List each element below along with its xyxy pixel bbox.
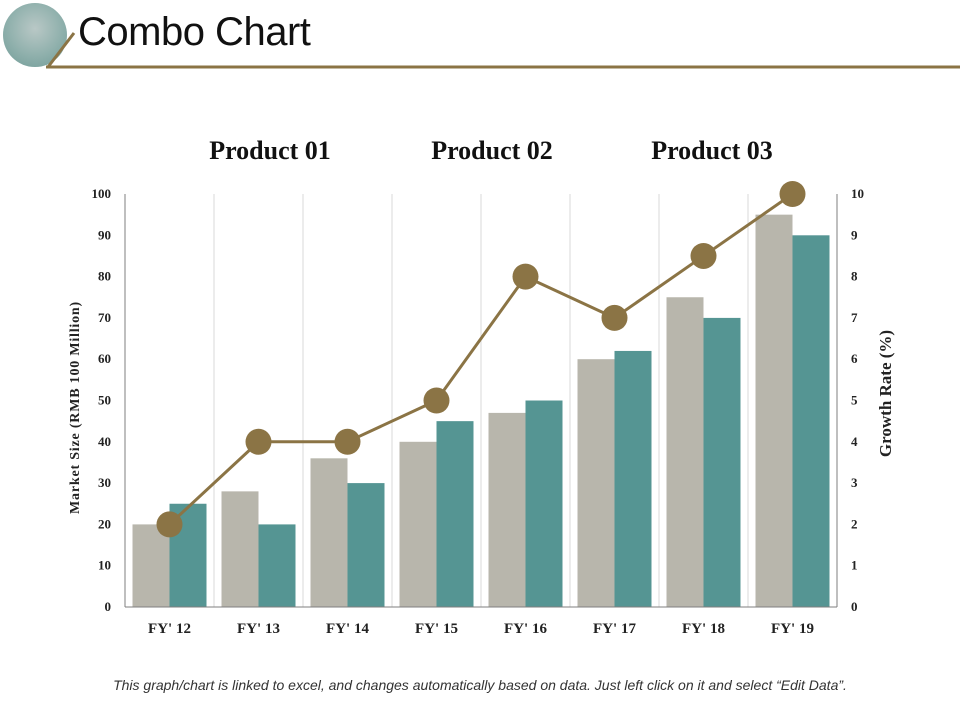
y2-tick-label: 6 [851, 351, 858, 366]
line-point-product-03 [601, 304, 628, 331]
line-point-product-03 [334, 428, 361, 455]
y-tick-label: 0 [105, 599, 112, 614]
y-tick-label: 10 [98, 558, 111, 573]
bar-product-02 [347, 483, 385, 607]
bar-product-02 [614, 350, 652, 607]
y-tick-label: 40 [98, 434, 111, 449]
x-tick-label: FY' 18 [682, 621, 725, 637]
line-product-03 [168, 192, 794, 526]
x-tick-label: FY' 17 [593, 621, 636, 637]
combo-chart: 0 10 20 30 40 50 60 70 80 90 100 0 1 2 3 4 5 6 7 8 9 10 FY' 12… [68, 136, 895, 637]
bar-product-02 [258, 524, 296, 607]
y2-tick-label: 1 [851, 558, 858, 573]
bar-product-01 [132, 524, 170, 607]
x-tick-label: FY' 12 [148, 621, 191, 637]
bar-product-01 [221, 491, 259, 607]
y2-tick-label: 2 [851, 516, 858, 531]
y-axis-title: Market Size (RMB 100 Million) [68, 301, 83, 514]
y-tick-label: 70 [98, 310, 111, 325]
x-tick-label: FY' 16 [504, 621, 547, 637]
line-point-product-03 [690, 242, 717, 269]
bar-product-01 [577, 359, 615, 607]
y2-tick-label: 7 [851, 310, 858, 325]
bar-product-02 [703, 317, 741, 607]
y2-axis-title: Growth Rate (%) [876, 330, 895, 457]
x-tick-label: FY' 19 [771, 621, 814, 637]
title-underline [46, 32, 960, 69]
footer-note: This graph/chart is linked to excel, and… [113, 677, 847, 693]
page-title: Combo Chart [78, 10, 311, 54]
bar-product-01 [310, 458, 348, 607]
y2-tick-label: 0 [851, 599, 858, 614]
bar-product-01 [755, 214, 793, 607]
y2-tick-label: 8 [851, 269, 858, 284]
x-tick-label: FY' 15 [415, 621, 458, 637]
line-point-product-03 [156, 511, 183, 538]
bar-product-02 [792, 235, 830, 608]
bar-product-01 [488, 412, 526, 607]
line-point-product-03 [779, 181, 806, 207]
y-tick-label: 20 [98, 516, 111, 531]
bar-product-01 [666, 297, 704, 607]
y-tick-label: 90 [98, 227, 111, 242]
y2-tick-label: 9 [851, 227, 858, 242]
line-point-product-03 [423, 387, 450, 414]
y-tick-label: 30 [98, 475, 111, 490]
y-tick-label: 80 [98, 269, 111, 284]
bar-product-01 [399, 441, 437, 607]
bar-product-02 [525, 400, 563, 607]
y-tick-label: 60 [98, 351, 111, 366]
bar-product-02 [436, 421, 474, 607]
line-point-product-03 [245, 428, 272, 455]
legend-label: Product 03 [651, 136, 773, 165]
y2-tick-label: 4 [851, 434, 858, 449]
y2-tick-label: 5 [851, 393, 858, 408]
y2-tick-label: 3 [851, 475, 858, 490]
y-tick-label: 100 [92, 186, 112, 201]
x-tick-label: FY' 13 [237, 621, 280, 637]
legend-label: Product 01 [209, 136, 331, 165]
y-tick-label: 50 [98, 393, 111, 408]
y2-tick-label: 10 [851, 186, 864, 201]
line-point-product-03 [512, 263, 539, 290]
x-tick-label: FY' 14 [326, 621, 369, 637]
legend-label: Product 02 [431, 136, 553, 165]
